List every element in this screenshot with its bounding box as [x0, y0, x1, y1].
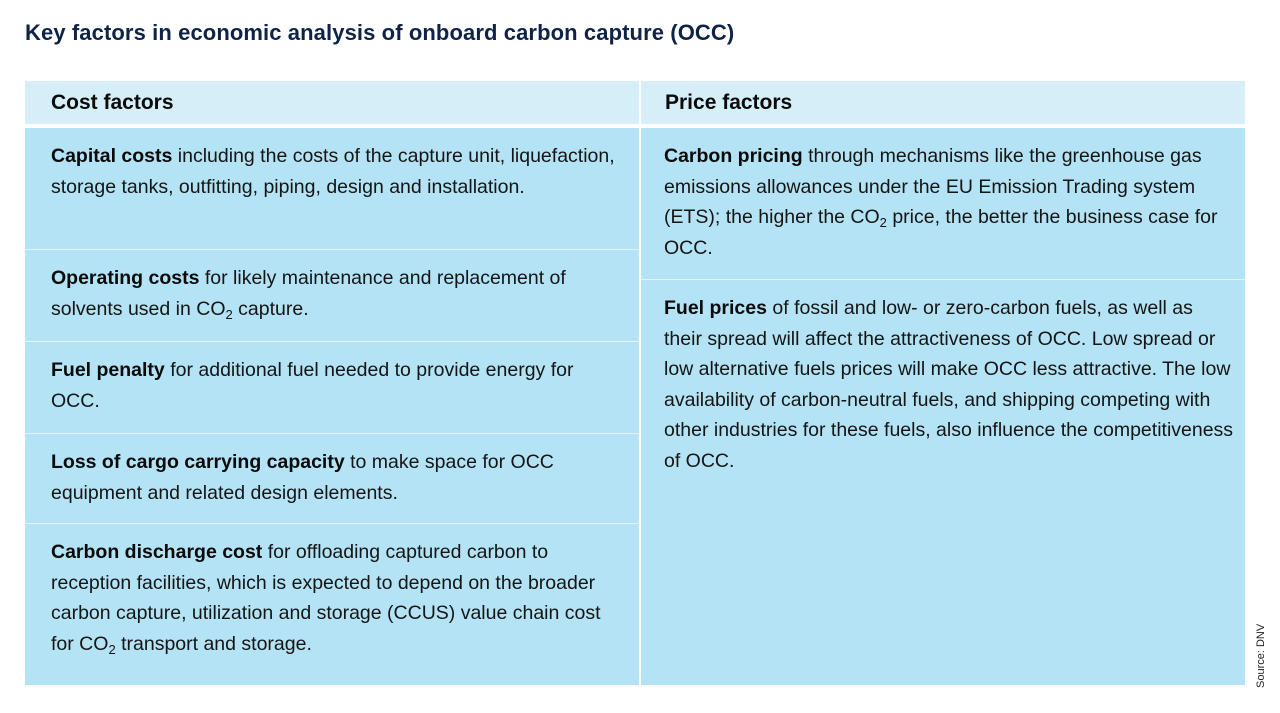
price-factor-item: Fuel prices of fossil and low- or zero-c…: [641, 280, 1245, 685]
price-factors-body: Carbon pricing through mechanisms like t…: [641, 128, 1245, 685]
cost-factor-item: Carbon discharge cost for offloading cap…: [25, 524, 639, 685]
source-note: Source: DNV: [1255, 623, 1267, 688]
item-title: Carbon pricing: [664, 145, 803, 167]
item-title: Carbon discharge cost: [51, 541, 263, 563]
cost-factor-item: Fuel penalty for additional fuel needed …: [25, 342, 639, 434]
item-title: Loss of cargo carrying capacity: [51, 451, 345, 473]
cost-factor-item: Loss of cargo carrying capacity to make …: [25, 434, 639, 524]
item-text: through mechanisms like the greenhouse g…: [664, 145, 1202, 228]
item-title: Fuel prices: [664, 297, 767, 319]
cost-factors-header: Cost factors: [25, 81, 639, 128]
item-text-tail: price, the better the business case for …: [664, 206, 1218, 259]
item-title: Operating costs: [51, 267, 200, 289]
item-title: Fuel penalty: [51, 359, 165, 381]
item-text-tail: transport and storage.: [115, 632, 312, 655]
cost-factor-item: Capital costs including the costs of the…: [25, 128, 639, 250]
item-text: for likely maintenance and replacement o…: [51, 267, 566, 320]
cost-factor-item: Operating costs for likely maintenance a…: [25, 250, 639, 342]
subscript: 2: [108, 641, 116, 657]
item-text: of fossil and low- or zero-carbon fuels,…: [664, 297, 1234, 472]
item-text: for offloading captured carbon to recept…: [51, 541, 601, 655]
item-text-tail: capture.: [232, 297, 309, 320]
item-text: for additional fuel needed to provide en…: [51, 359, 574, 412]
subscript: 2: [225, 306, 233, 322]
item-text: to make space for OCC equipment and rela…: [51, 451, 554, 504]
cost-factors-column: Cost factors Capital costs including the…: [25, 81, 639, 685]
price-factor-item: Carbon pricing through mechanisms like t…: [641, 128, 1245, 280]
cost-factors-body: Capital costs including the costs of the…: [25, 128, 639, 685]
subscript: 2: [879, 215, 887, 230]
item-text: including the costs of the capture unit,…: [51, 145, 615, 198]
price-factors-header: Price factors: [641, 81, 1245, 128]
price-factors-column: Price factors Carbon pricing through mec…: [641, 81, 1245, 685]
page-title: Key factors in economic analysis of onbo…: [25, 20, 735, 45]
item-title: Capital costs: [51, 145, 173, 167]
factors-table: Cost factors Capital costs including the…: [25, 81, 1245, 685]
